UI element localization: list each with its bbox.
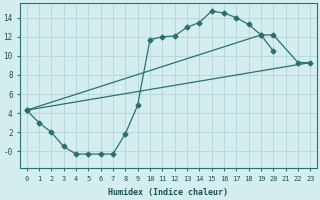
X-axis label: Humidex (Indice chaleur): Humidex (Indice chaleur) <box>108 188 228 197</box>
